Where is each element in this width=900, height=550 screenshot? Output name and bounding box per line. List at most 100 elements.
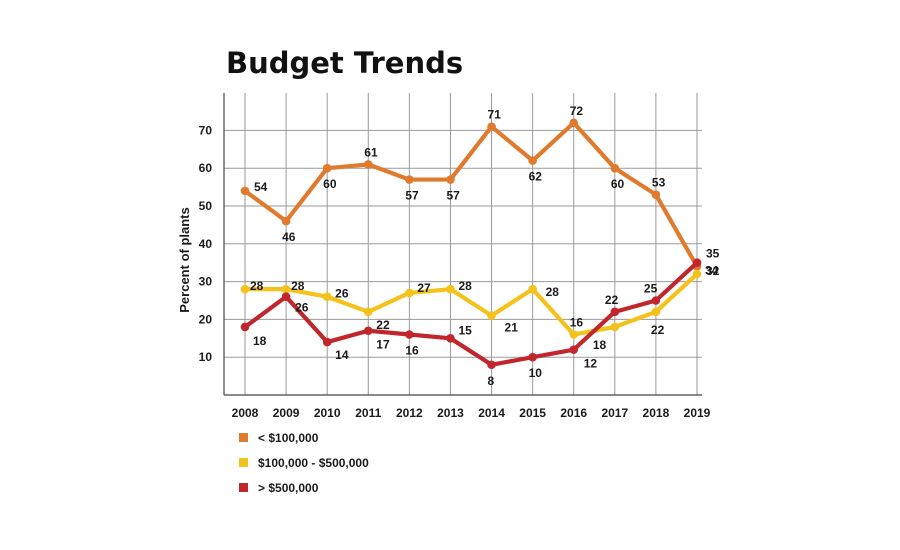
data-point bbox=[487, 122, 496, 131]
data-point bbox=[651, 296, 661, 305]
x-tick-label: 2010 bbox=[314, 406, 341, 420]
data-point bbox=[446, 175, 455, 184]
data-label: 57 bbox=[446, 189, 460, 203]
data-point bbox=[528, 284, 537, 294]
data-point bbox=[363, 326, 373, 336]
data-label: 16 bbox=[570, 316, 584, 330]
data-point bbox=[322, 337, 332, 347]
data-label: 25 bbox=[644, 282, 658, 296]
x-tick-label: 2016 bbox=[560, 406, 587, 420]
data-point bbox=[692, 258, 702, 268]
data-point bbox=[240, 322, 250, 332]
data-label: 15 bbox=[458, 323, 472, 337]
data-point bbox=[569, 118, 579, 128]
data-label: 57 bbox=[405, 189, 419, 203]
legend-label: > $500,000 bbox=[258, 481, 319, 495]
x-tick-label: 2019 bbox=[684, 406, 711, 420]
data-label: 32 bbox=[706, 264, 720, 278]
data-point bbox=[363, 307, 373, 317]
y-axis-label: Percent of plants bbox=[177, 207, 192, 312]
data-point bbox=[240, 186, 250, 196]
data-label: 10 bbox=[529, 366, 543, 380]
axes: 10 20 30 40 50 60 70 2008 2009 2010 2011 2012 2013 20… bbox=[199, 93, 711, 420]
data-label: 16 bbox=[405, 344, 419, 358]
data-label: 28 bbox=[250, 279, 264, 293]
data-point bbox=[610, 307, 620, 317]
data-label: 61 bbox=[364, 145, 378, 159]
grid bbox=[224, 93, 702, 395]
series-1 bbox=[240, 269, 702, 339]
data-point bbox=[363, 160, 373, 169]
data-label: 46 bbox=[282, 230, 296, 244]
data-point bbox=[528, 352, 537, 362]
data-label: 26 bbox=[295, 301, 309, 315]
legend-label: < $100,000 bbox=[258, 431, 319, 445]
data-point bbox=[446, 334, 455, 343]
x-tick-label: 2015 bbox=[519, 406, 546, 420]
series-line bbox=[242, 120, 700, 269]
y-tick-label: 10 bbox=[199, 350, 213, 364]
data-point bbox=[610, 163, 620, 173]
x-tick-label: 2009 bbox=[273, 406, 300, 420]
x-tick-label: 2013 bbox=[437, 406, 464, 420]
data-point bbox=[692, 269, 702, 279]
data-label: 14 bbox=[335, 348, 349, 362]
data-label: 8 bbox=[488, 374, 495, 388]
series-0 bbox=[240, 118, 702, 271]
data-point bbox=[405, 175, 414, 184]
series-line bbox=[242, 260, 700, 367]
series-line bbox=[242, 271, 700, 337]
data-point bbox=[487, 360, 496, 370]
chart-title: Budget Trends bbox=[226, 46, 463, 80]
data-point bbox=[651, 307, 661, 317]
data-label: 18 bbox=[593, 338, 607, 352]
data-label: 22 bbox=[651, 323, 665, 337]
data-point bbox=[487, 311, 496, 320]
data-point bbox=[405, 288, 414, 298]
legend: < $100,000 $100,000 - $500,000 > $500,000 bbox=[239, 431, 369, 495]
data-point bbox=[281, 292, 291, 302]
y-tick-label: 70 bbox=[199, 123, 213, 137]
legend-label: $100,000 - $500,000 bbox=[258, 456, 369, 470]
data-point bbox=[322, 292, 332, 302]
data-label: 34 bbox=[705, 263, 719, 277]
data-label: 28 bbox=[458, 279, 472, 293]
data-label: 71 bbox=[488, 108, 502, 122]
data-label: 28 bbox=[546, 285, 560, 299]
data-point bbox=[528, 156, 537, 165]
data-label: 60 bbox=[611, 177, 625, 191]
legend-swatch bbox=[239, 483, 248, 492]
x-tick-label: 2018 bbox=[643, 406, 670, 420]
data-point bbox=[569, 345, 579, 354]
y-tick-label: 50 bbox=[199, 199, 213, 213]
data-label: 17 bbox=[376, 338, 390, 352]
data-label: 26 bbox=[335, 287, 349, 301]
y-tick-label: 30 bbox=[199, 275, 213, 289]
data-point bbox=[240, 284, 250, 294]
x-tick-label: 2011 bbox=[355, 406, 381, 420]
data-point bbox=[281, 216, 291, 226]
y-tick-label: 20 bbox=[199, 312, 213, 326]
data-label: 54 bbox=[254, 180, 268, 194]
data-point bbox=[569, 330, 579, 339]
data-point bbox=[610, 322, 620, 332]
data-label: 21 bbox=[505, 321, 519, 335]
data-label: 27 bbox=[417, 281, 431, 295]
data-point bbox=[281, 284, 291, 294]
data-label: 72 bbox=[570, 104, 584, 118]
legend-swatch bbox=[239, 433, 248, 442]
series-2 bbox=[240, 258, 702, 370]
data-label: 22 bbox=[376, 318, 390, 332]
data-point bbox=[405, 330, 414, 339]
data-label: 22 bbox=[605, 293, 619, 307]
data-label: 18 bbox=[253, 334, 267, 348]
data-label: 28 bbox=[291, 279, 305, 293]
y-tick-label: 60 bbox=[199, 161, 213, 175]
legend-swatch bbox=[239, 458, 248, 467]
x-tick-label: 2014 bbox=[478, 406, 505, 420]
data-label: 35 bbox=[706, 247, 720, 261]
data-point bbox=[651, 190, 661, 199]
data-point bbox=[446, 284, 455, 294]
y-tick-label: 40 bbox=[199, 237, 213, 251]
